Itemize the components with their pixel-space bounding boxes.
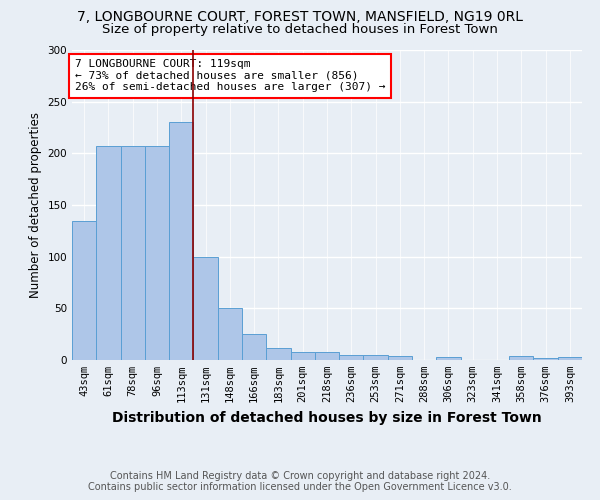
X-axis label: Distribution of detached houses by size in Forest Town: Distribution of detached houses by size …: [112, 410, 542, 424]
Text: 7, LONGBOURNE COURT, FOREST TOWN, MANSFIELD, NG19 0RL: 7, LONGBOURNE COURT, FOREST TOWN, MANSFI…: [77, 10, 523, 24]
Y-axis label: Number of detached properties: Number of detached properties: [29, 112, 42, 298]
Text: Size of property relative to detached houses in Forest Town: Size of property relative to detached ho…: [102, 22, 498, 36]
Bar: [72, 220, 96, 360]
Bar: [315, 352, 339, 360]
Text: 7 LONGBOURNE COURT: 119sqm
← 73% of detached houses are smaller (856)
26% of sem: 7 LONGBOURNE COURT: 119sqm ← 73% of deta…: [74, 60, 385, 92]
Bar: [96, 146, 121, 360]
Bar: [218, 308, 242, 360]
Bar: [290, 352, 315, 360]
Bar: [193, 256, 218, 360]
Bar: [121, 146, 145, 360]
Bar: [509, 356, 533, 360]
Bar: [533, 358, 558, 360]
Bar: [388, 356, 412, 360]
Bar: [266, 348, 290, 360]
Bar: [436, 357, 461, 360]
Bar: [169, 122, 193, 360]
Bar: [364, 355, 388, 360]
Bar: [242, 334, 266, 360]
Bar: [339, 355, 364, 360]
Bar: [145, 146, 169, 360]
Text: Contains HM Land Registry data © Crown copyright and database right 2024.
Contai: Contains HM Land Registry data © Crown c…: [88, 471, 512, 492]
Bar: [558, 357, 582, 360]
